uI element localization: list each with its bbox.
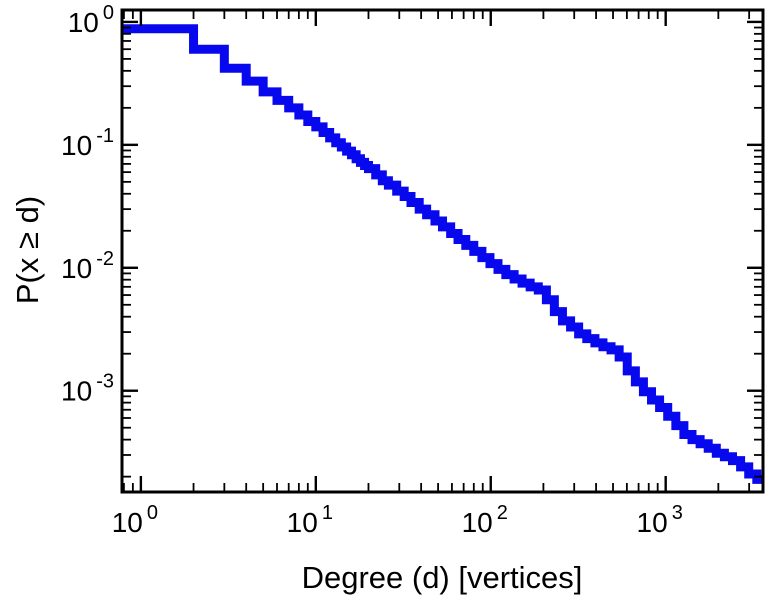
x-tick-label: 10 3 [637, 502, 683, 538]
y-tick-label: 10 0 [68, 2, 114, 38]
x-tick-label: 10 1 [287, 502, 333, 538]
y-tick-label: 10 -1 [61, 125, 114, 161]
plot-frame [120, 8, 765, 494]
y-tick-label: 10 -3 [61, 371, 114, 407]
x-tick-label: 10 2 [462, 502, 508, 538]
degree-ccdf-line [122, 24, 763, 484]
x-tick-label: 10 0 [112, 502, 158, 538]
y-tick-label: 10 -2 [61, 248, 114, 284]
